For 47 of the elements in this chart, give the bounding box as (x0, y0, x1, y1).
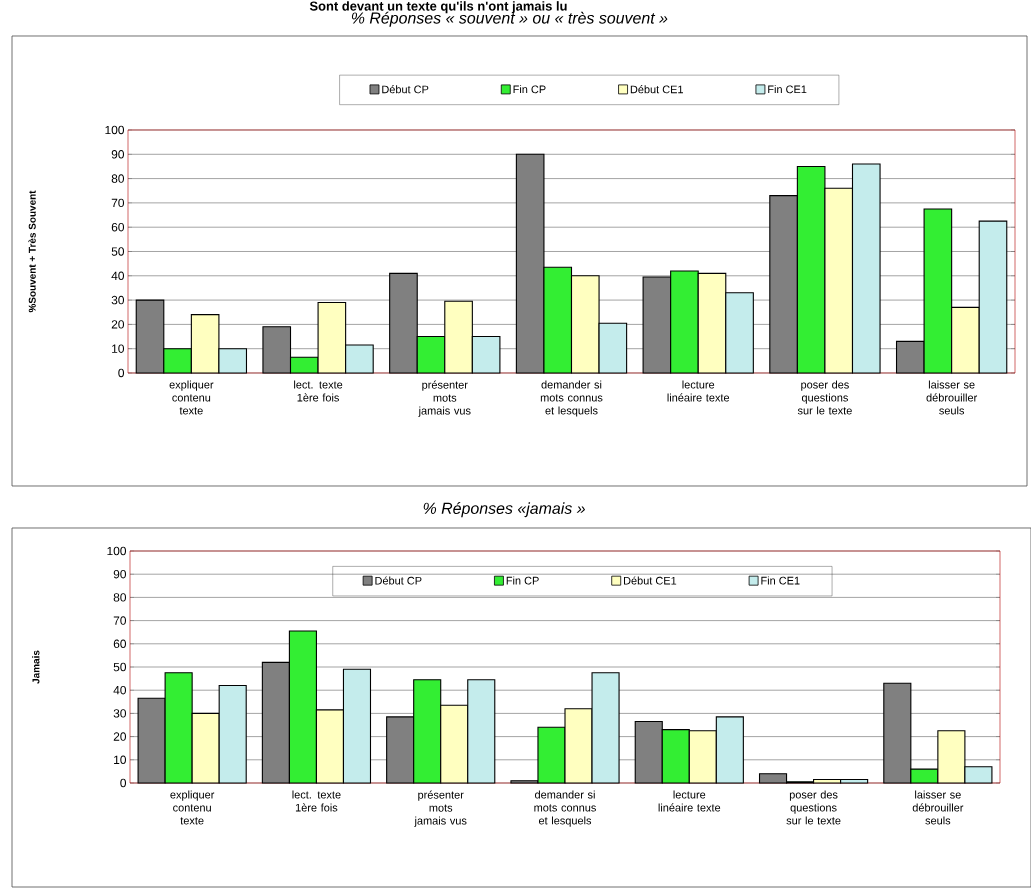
y-tick-label: 80 (113, 593, 127, 602)
y-tick-label: 70 (113, 616, 127, 625)
y-tick-label: 100 (107, 546, 127, 556)
y-tick-label: 70 (111, 198, 125, 208)
y-tick-label: 20 (113, 732, 127, 741)
x-tick-label: lect. texte 1ère fois (292, 790, 341, 812)
x-tick-label: laisser se débrouiller seuls (926, 380, 978, 415)
y-axis-title: Jamais (32, 650, 40, 684)
chart-title: % Réponses «jamais » (423, 502, 585, 518)
y-tick-label: 80 (111, 174, 125, 183)
x-tick-label: poser des questions sur le texte (786, 790, 841, 825)
y-tick-label: 60 (113, 639, 127, 649)
y-tick-label: 100 (105, 125, 125, 135)
legend-label: Début CP (382, 85, 429, 94)
y-tick-label: 40 (111, 271, 125, 281)
legend-label: Début CE1 (630, 85, 683, 94)
legend-label: Début CP (375, 576, 422, 585)
y-tick-label: 20 (111, 320, 125, 329)
y-tick-label: 90 (113, 569, 127, 579)
y-tick-label: 30 (111, 295, 125, 305)
x-tick-label: lecture linéaire texte (667, 380, 730, 402)
y-tick-label: 10 (112, 344, 125, 353)
x-tick-label: poser des questions sur le texte (797, 380, 852, 415)
x-tick-label: expliquer contenu texte (169, 380, 214, 415)
x-tick-label: expliquer contenu texte (170, 790, 215, 825)
legend-label: Début CE1 (624, 576, 677, 585)
y-tick-label: 40 (113, 685, 127, 695)
y-tick-label: 90 (111, 150, 125, 159)
y-tick-label: 0 (118, 368, 125, 378)
x-tick-label: demander si mots connus et lesquels (534, 790, 596, 827)
legend-label: Fin CE1 (761, 576, 800, 585)
x-tick-label: lecture linéaire texte (658, 790, 721, 812)
y-tick-label: 0 (120, 778, 127, 788)
x-tick-label: laisser se débrouiller seuls (912, 790, 964, 825)
x-tick-label: présenter mots jamais vus (418, 380, 471, 417)
y-tick-label: 50 (111, 247, 125, 256)
y-tick-label: 50 (113, 662, 127, 672)
y-tick-label: 10 (114, 755, 127, 765)
legend-label: Fin CP (506, 576, 539, 585)
x-tick-label: lect. texte 1ère fois (294, 380, 343, 402)
x-tick-label: présenter mots jamais vus (414, 790, 467, 827)
legend-label: Fin CE1 (768, 85, 807, 94)
y-tick-label: 60 (111, 222, 125, 232)
y-tick-label: 30 (113, 709, 127, 718)
x-tick-label: demander si mots connus et lesquels (540, 380, 603, 417)
y-axis-title: %Souvent + Très Souvent (28, 190, 36, 313)
legend-label: Fin CP (513, 85, 546, 94)
